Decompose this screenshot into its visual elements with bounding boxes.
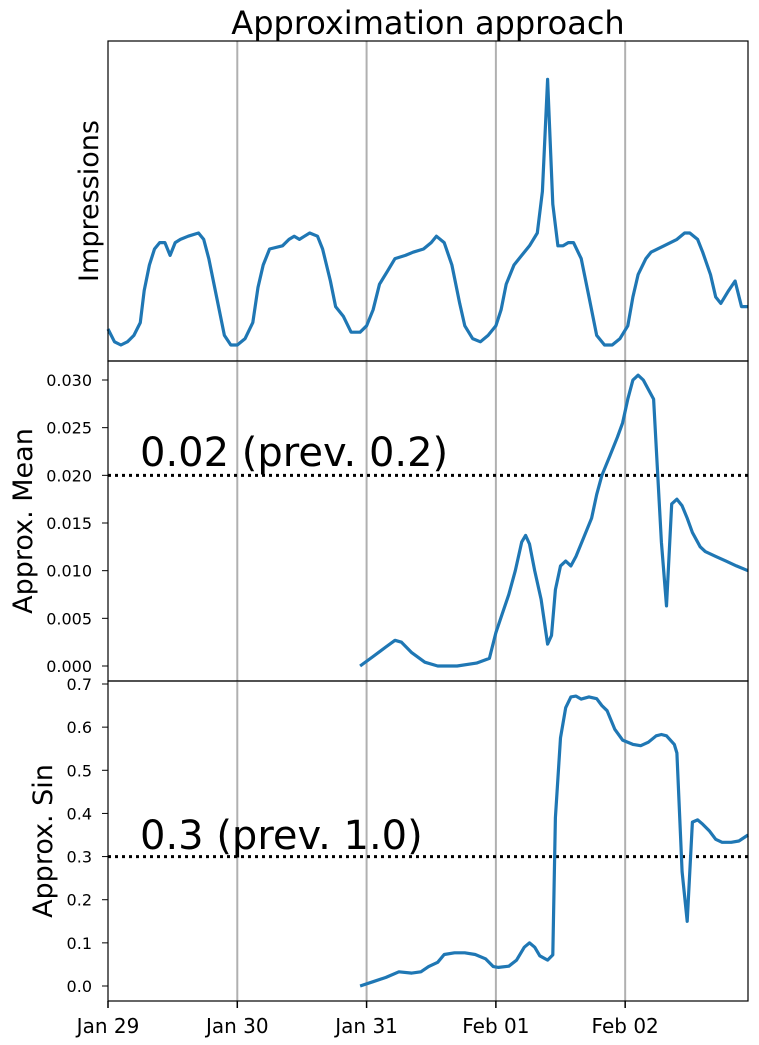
y-tick-label: 0.6 [67, 718, 92, 737]
threshold-annotation: 0.02 (prev. 0.2) [140, 430, 448, 476]
panel-3: 0.0 0.1 0.2 0.3 0.4 0.5 0.6 0.7 0.3 (prev. 1.0) A… [28, 675, 749, 1038]
panel-1: Impressions [74, 40, 749, 362]
y-tick-label: 0.5 [67, 761, 92, 780]
y-tick-label: 0.005 [46, 609, 92, 628]
y-tick-label: 0.4 [67, 804, 92, 823]
y-tick-label: 0.1 [67, 934, 92, 953]
threshold-annotation: 0.3 (prev. 1.0) [140, 813, 423, 859]
panel-frame [107, 680, 749, 1002]
y-tick-label: 0.000 [46, 657, 92, 676]
y-tick-label: 0.015 [46, 514, 92, 533]
y-tick-label: 0.7 [67, 675, 92, 694]
x-tick-label: Jan 29 [75, 1014, 140, 1038]
y-tick-label: 0.2 [67, 891, 92, 910]
panel-frame [107, 40, 749, 362]
x-tick-label: Feb 02 [592, 1014, 659, 1038]
panel-frame [107, 360, 749, 682]
y-tick-label: 0.3 [67, 848, 92, 867]
y-tick-label: 0.020 [46, 466, 92, 485]
y-tick-label: 0.010 [46, 562, 92, 581]
y-tick-label: 0.0 [67, 977, 92, 996]
x-tick-label: Feb 01 [462, 1014, 529, 1038]
y-tick-label: 0.025 [46, 419, 92, 438]
y-axis-label: Approx. Mean [8, 428, 39, 614]
series-line [359, 694, 749, 988]
y-axis-label: Impressions [74, 120, 105, 282]
series-line [106, 77, 748, 347]
y-tick-label: 0.030 [46, 371, 92, 390]
panel-2: 0.000 0.005 0.010 0.015 0.020 0.025 0.030 0.02 … [8, 360, 749, 682]
series-line [359, 373, 749, 668]
y-axis-label: Approx. Sin [28, 764, 59, 918]
chart-title: Approximation approach [231, 4, 624, 42]
x-tick-label: Jan 30 [204, 1014, 269, 1038]
x-tick-label: Jan 31 [333, 1014, 398, 1038]
